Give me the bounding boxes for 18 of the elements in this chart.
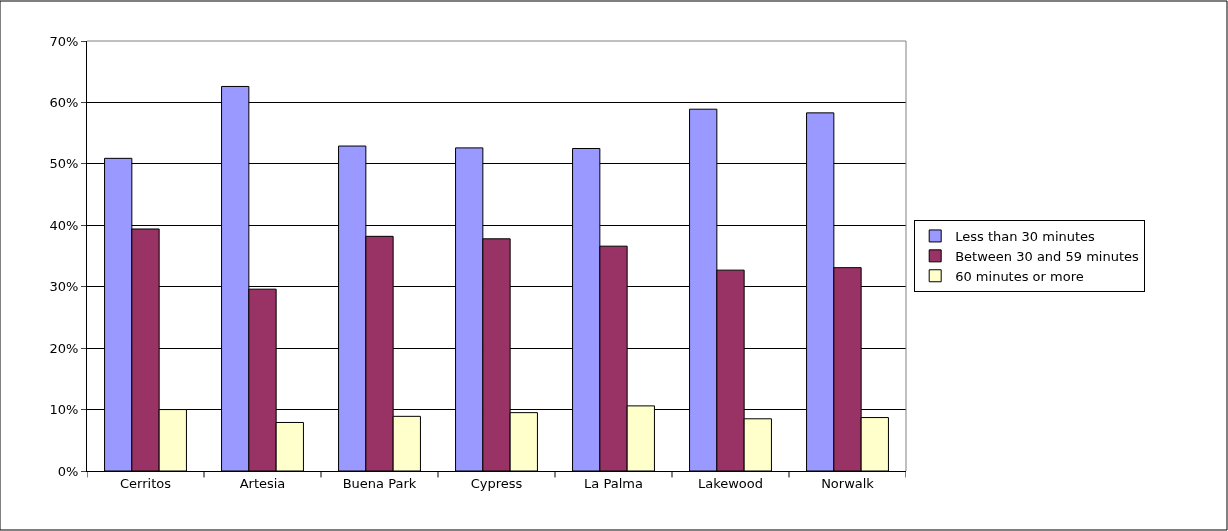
y-tick-label: 20%: [49, 340, 79, 356]
y-tick-label: 30%: [49, 279, 79, 295]
x-tick-label: Lakewood: [697, 475, 764, 491]
y-tick-label: 10%: [49, 402, 79, 418]
y-tick-label: 70%: [49, 33, 79, 49]
y-tick-label: 0%: [57, 463, 79, 479]
y-tick-label: 60%: [49, 94, 79, 110]
y-tick-label: 50%: [49, 156, 79, 172]
x-tick-label: Artesia: [239, 475, 286, 491]
x-tick-label: Cypress: [470, 475, 523, 491]
legend-label: 60 minutes or more: [955, 268, 1084, 284]
y-tick-label: 40%: [49, 217, 79, 233]
x-tick-label: La Palma: [584, 475, 643, 491]
x-tick-label: Norwalk: [821, 475, 875, 491]
legend-label: Between 30 and 59 minutes: [955, 248, 1139, 264]
legend-label: Less than 30 minutes: [955, 229, 1096, 245]
x-tick-label: Cerritos: [120, 475, 172, 491]
x-tick-label: Buena Park: [342, 475, 417, 491]
